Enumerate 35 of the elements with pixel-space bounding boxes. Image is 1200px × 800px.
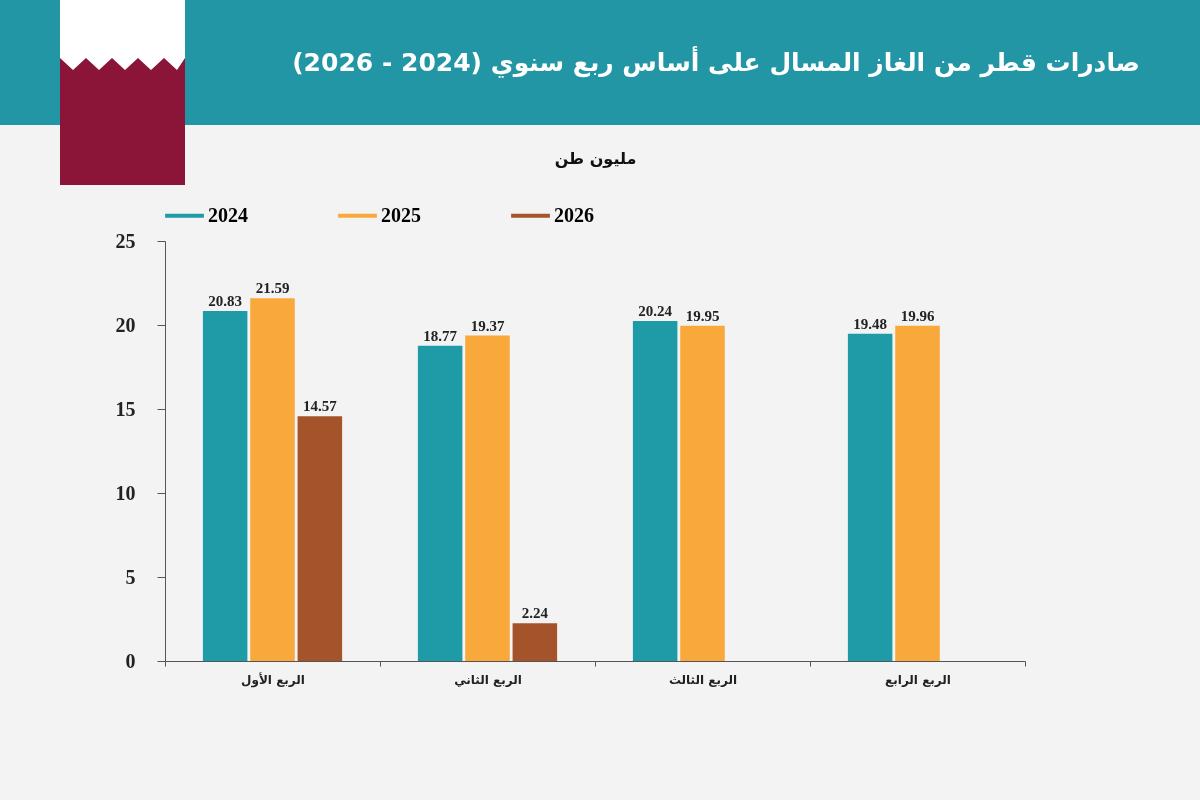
y-tick-label: 5 [125, 565, 136, 588]
bar [512, 623, 558, 661]
x-tick-label: الربع الرابع [885, 672, 951, 687]
data-label: 20.24 [638, 302, 673, 319]
x-tick-label: الربع الثالث [668, 672, 738, 687]
data-label: 19.48 [853, 315, 888, 332]
bar [465, 335, 510, 661]
y-axis-title: مليون طن [554, 148, 637, 168]
data-label: 21.59 [255, 280, 290, 297]
y-tick-label: 10 [115, 481, 136, 504]
bar [895, 325, 940, 661]
y-tick-label: 25 [115, 229, 136, 252]
data-label: 19.37 [470, 317, 505, 334]
bar [632, 320, 678, 661]
bar [847, 333, 893, 661]
legend-label: 2025 [381, 203, 421, 226]
data-label: 2.24 [521, 605, 549, 622]
y-tick-label: 15 [115, 397, 136, 420]
bar [250, 298, 295, 661]
data-label: 19.96 [900, 307, 935, 324]
data-label: 18.77 [423, 327, 458, 344]
y-tick-label: 20 [115, 313, 136, 336]
data-label: 20.83 [208, 293, 243, 310]
data-label: 19.95 [685, 307, 720, 324]
bar [417, 345, 463, 661]
chart-title: صادرات قطر من الغاز المسال على أساس ربع سنوي (2024 - 2026) [292, 48, 1140, 77]
legend-label: 2024 [208, 203, 248, 226]
data-label: 14.57 [302, 398, 338, 415]
y-tick-label: 0 [125, 649, 136, 672]
bar [202, 311, 248, 661]
x-tick-label: الربع الأول [241, 671, 305, 688]
x-tick-label: الربع الثاني [454, 672, 522, 687]
legend-label: 2026 [554, 203, 594, 226]
bar [680, 325, 725, 661]
bar [297, 416, 343, 661]
